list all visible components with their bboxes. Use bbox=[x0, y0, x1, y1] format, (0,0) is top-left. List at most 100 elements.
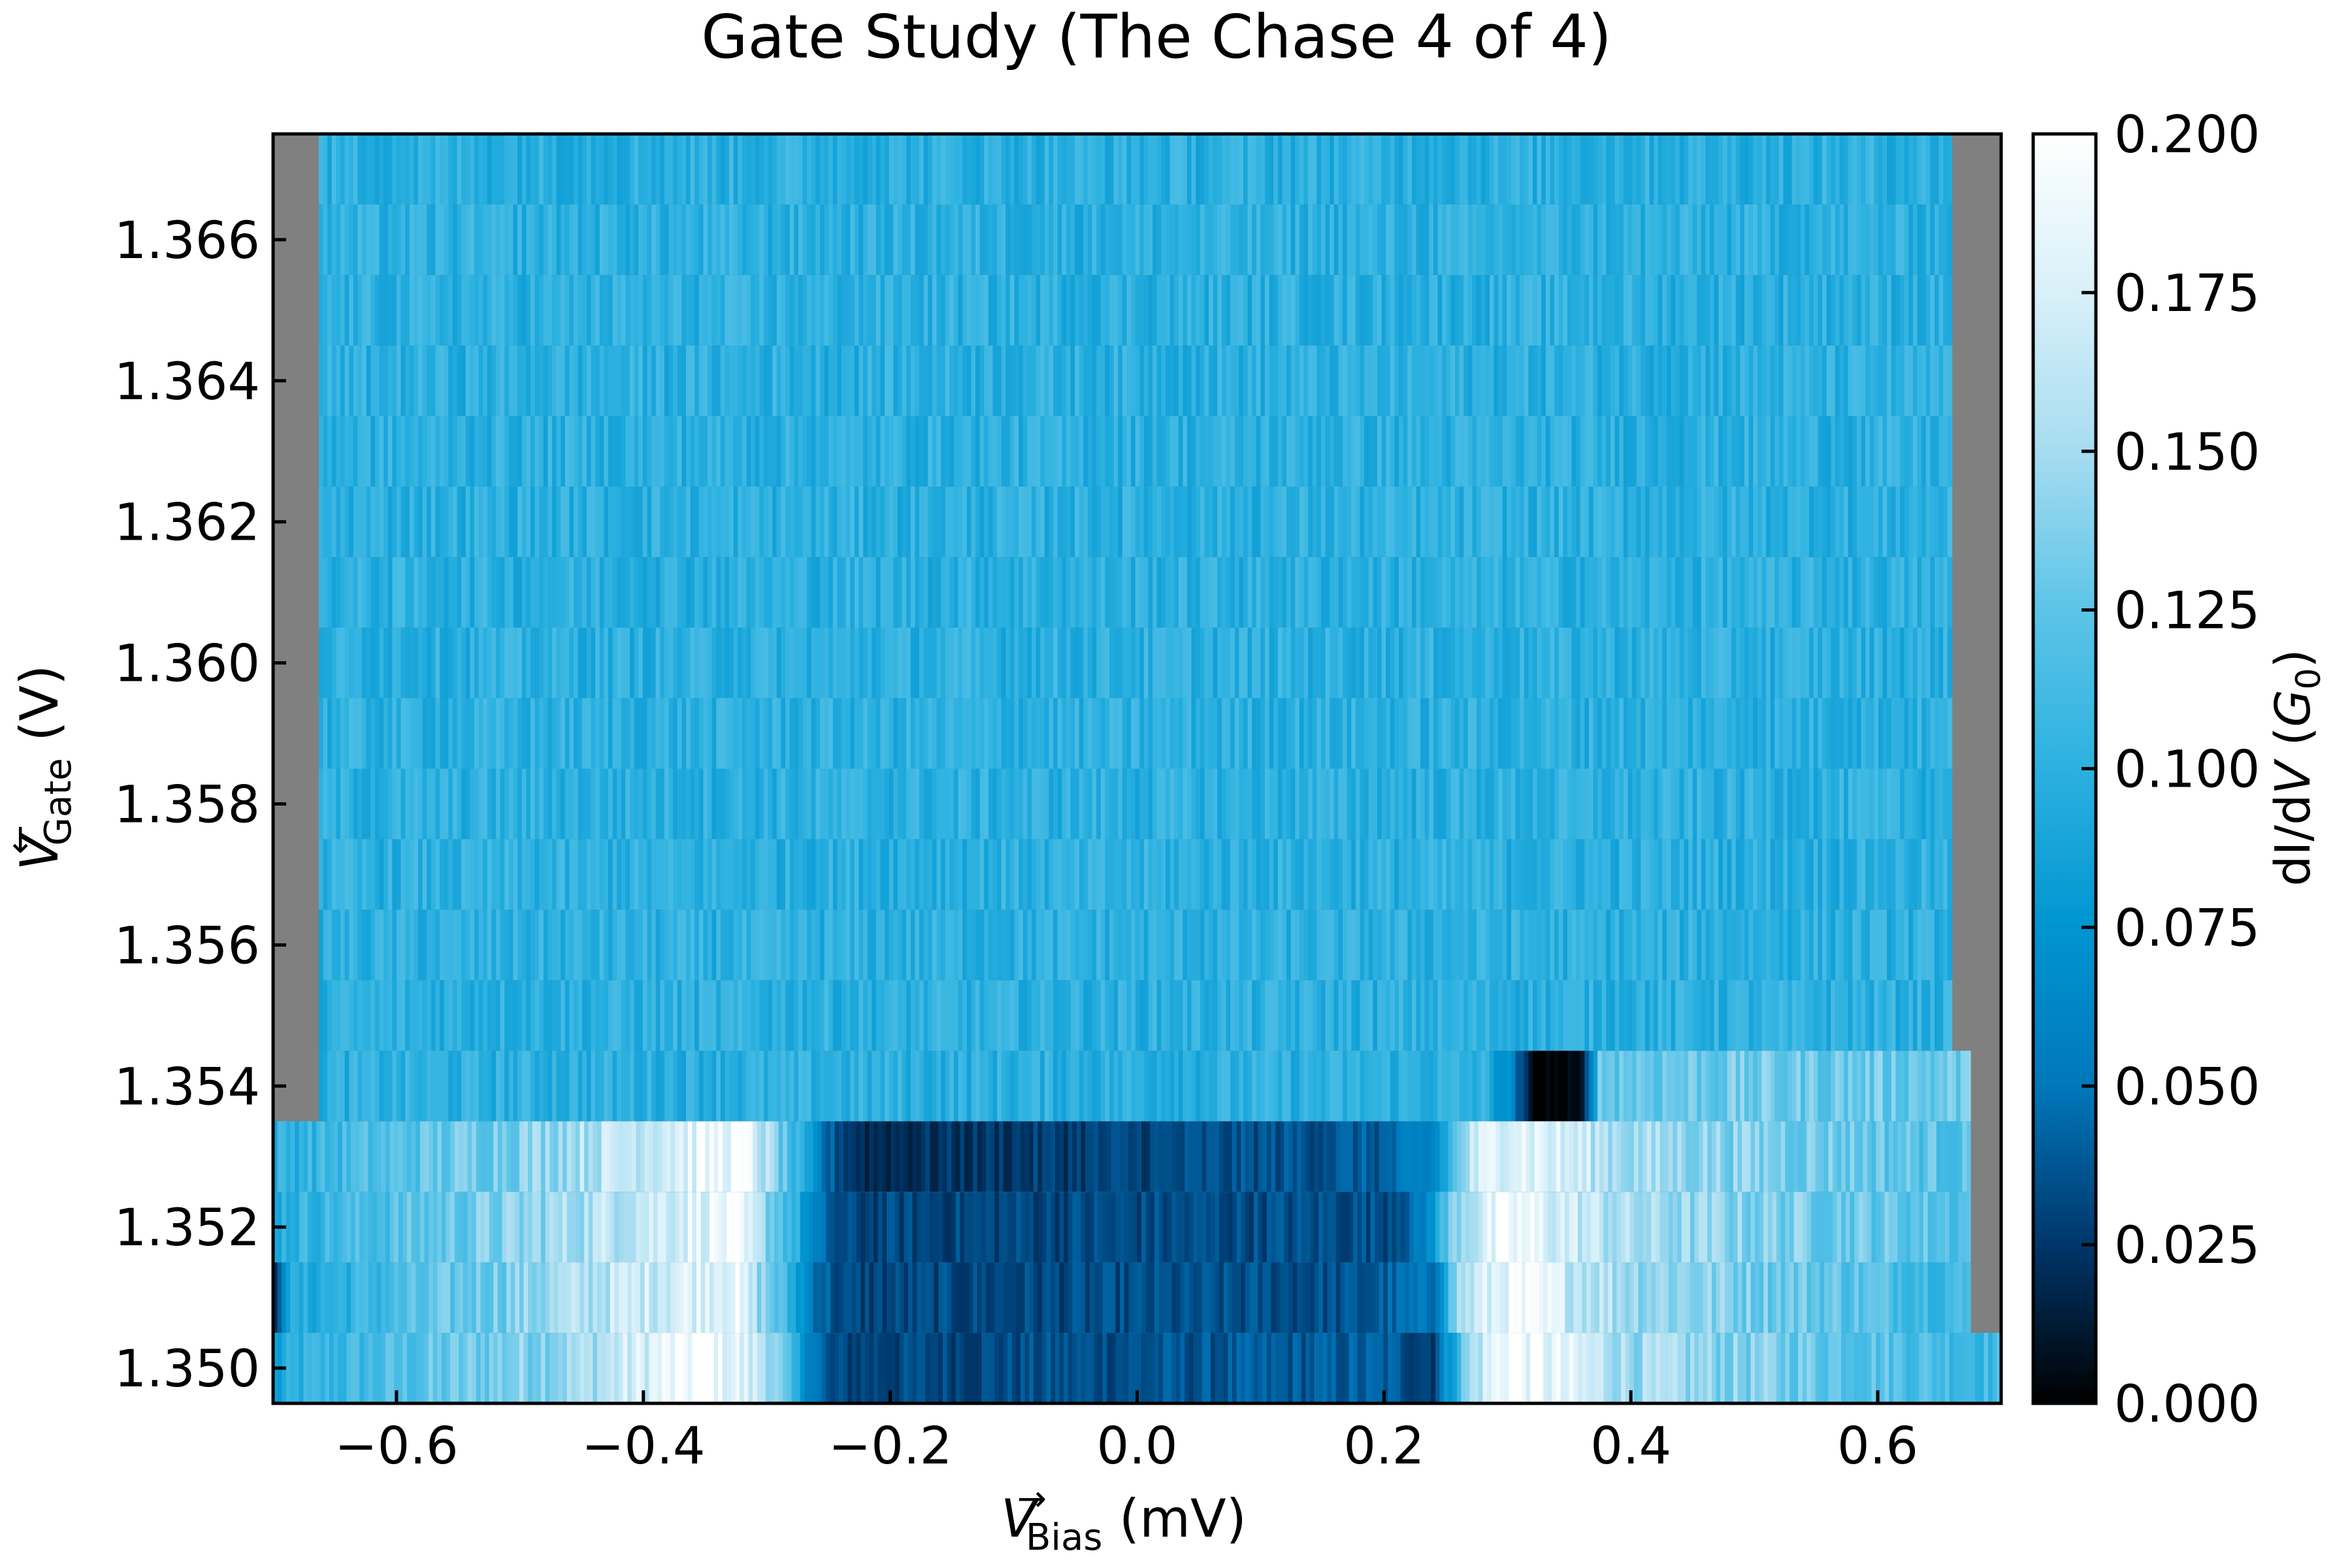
heatmap-cell bbox=[1530, 1121, 1535, 1192]
heatmap-cell bbox=[547, 698, 553, 769]
heatmap-cell bbox=[1601, 839, 1607, 910]
heatmap-cell bbox=[1256, 1051, 1262, 1122]
heatmap-cell bbox=[1499, 1262, 1505, 1333]
heatmap-cell bbox=[1621, 1333, 1626, 1403]
heatmap-cell bbox=[1565, 1262, 1570, 1333]
heatmap-cell bbox=[742, 909, 747, 981]
heatmap-cell bbox=[489, 1192, 494, 1263]
heatmap-cell bbox=[1009, 839, 1015, 910]
heatmap-cell bbox=[642, 698, 648, 769]
heatmap-cell bbox=[910, 768, 916, 840]
heatmap-cell bbox=[1848, 1051, 1854, 1122]
heatmap-cell bbox=[1524, 1051, 1529, 1122]
heatmap-cell bbox=[1813, 1051, 1819, 1122]
heatmap-cell bbox=[1844, 909, 1849, 981]
heatmap-cell bbox=[1623, 486, 1629, 557]
heatmap-cell bbox=[1733, 1262, 1739, 1333]
heatmap-cell bbox=[854, 557, 860, 628]
heatmap-cell bbox=[984, 1051, 989, 1122]
heatmap-cell bbox=[461, 1051, 466, 1122]
heatmap-cell bbox=[612, 698, 617, 769]
heatmap-cell bbox=[1051, 1121, 1056, 1192]
heatmap-cell bbox=[1386, 768, 1391, 840]
heatmap-cell bbox=[1778, 698, 1784, 769]
heatmap-cell bbox=[694, 909, 700, 981]
heatmap-cell bbox=[670, 1192, 676, 1263]
heatmap-cell bbox=[1694, 1333, 1699, 1403]
heatmap-cell bbox=[1310, 1192, 1315, 1263]
heatmap-cell bbox=[677, 627, 683, 698]
heatmap-cell bbox=[1878, 698, 1884, 769]
heatmap-cell bbox=[1789, 1121, 1795, 1192]
heatmap-cell bbox=[908, 1121, 913, 1192]
heatmap-cell bbox=[1623, 839, 1629, 910]
heatmap-cell bbox=[1407, 768, 1413, 840]
heatmap-cell bbox=[759, 627, 764, 698]
heatmap-cell bbox=[303, 1262, 308, 1333]
heatmap-cell bbox=[703, 1051, 708, 1122]
heatmap-cell bbox=[880, 486, 885, 557]
heatmap-cell bbox=[1161, 980, 1166, 1051]
heatmap-cell bbox=[1485, 627, 1490, 698]
heatmap-cell bbox=[794, 557, 799, 628]
heatmap-cell bbox=[1001, 980, 1007, 1051]
heatmap-cell bbox=[1215, 1262, 1220, 1333]
heatmap-cell bbox=[1837, 1262, 1842, 1333]
heatmap-cell bbox=[698, 698, 704, 769]
heatmap-cell bbox=[778, 1192, 784, 1263]
heatmap-cell bbox=[1636, 557, 1642, 628]
heatmap-cell bbox=[906, 980, 911, 1051]
heatmap-cell bbox=[1589, 909, 1594, 981]
heatmap-cell bbox=[1467, 627, 1473, 698]
heatmap-cell bbox=[323, 768, 328, 840]
heatmap-cell bbox=[1480, 839, 1486, 910]
heatmap-cell bbox=[1366, 1262, 1371, 1333]
heatmap-cell bbox=[1593, 839, 1598, 910]
heatmap-cell bbox=[312, 1333, 317, 1403]
heatmap-cell bbox=[761, 1192, 766, 1263]
heatmap-cell bbox=[333, 1121, 338, 1192]
heatmap-cell bbox=[636, 1262, 641, 1333]
heatmap-cell bbox=[1831, 839, 1836, 910]
heatmap-cell bbox=[968, 1121, 973, 1192]
heatmap-cell bbox=[1301, 1121, 1307, 1192]
heatmap-cell bbox=[1366, 1192, 1371, 1263]
heatmap-cell bbox=[1649, 768, 1654, 840]
heatmap-cell bbox=[910, 627, 916, 698]
heatmap-cell bbox=[1494, 839, 1499, 910]
heatmap-cell bbox=[1109, 1051, 1115, 1122]
heatmap-cell bbox=[534, 909, 540, 981]
heatmap-cell bbox=[1249, 1262, 1254, 1333]
heatmap-cell bbox=[1667, 486, 1672, 557]
heatmap-cell bbox=[1560, 1121, 1565, 1192]
heatmap-cell bbox=[1178, 839, 1184, 910]
heatmap-cell bbox=[1066, 1051, 1071, 1122]
heatmap-cell bbox=[1131, 627, 1136, 698]
heatmap-cell bbox=[1852, 627, 1857, 698]
heatmap-cell bbox=[444, 486, 449, 557]
heatmap-cell bbox=[1122, 980, 1128, 1051]
heatmap-cell bbox=[1659, 1333, 1665, 1403]
heatmap-cell bbox=[1714, 557, 1720, 628]
heatmap-cell bbox=[508, 557, 514, 628]
heatmap-cell bbox=[1463, 768, 1469, 840]
heatmap-cell bbox=[1636, 486, 1642, 557]
heatmap-cell bbox=[834, 1333, 840, 1403]
heatmap-cell bbox=[1032, 557, 1037, 628]
heatmap-cell bbox=[1703, 1262, 1708, 1333]
heatmap-cell bbox=[906, 1051, 911, 1122]
heatmap-cell bbox=[1171, 1262, 1177, 1333]
heatmap-cell bbox=[1403, 768, 1408, 840]
heatmap-cell bbox=[1953, 1333, 1959, 1403]
heatmap-cell bbox=[1753, 486, 1758, 557]
heatmap-cell bbox=[1295, 768, 1300, 840]
heatmap-cell bbox=[882, 1262, 887, 1333]
heatmap-cell bbox=[1788, 909, 1793, 981]
heatmap-cell bbox=[1507, 627, 1512, 698]
heatmap-cell bbox=[1740, 909, 1745, 981]
heatmap-cell bbox=[794, 627, 799, 698]
heatmap-cell bbox=[1649, 980, 1654, 1051]
heatmap-cell bbox=[804, 1192, 809, 1263]
heatmap-cell bbox=[1321, 698, 1326, 769]
heatmap-cell bbox=[858, 1051, 864, 1122]
